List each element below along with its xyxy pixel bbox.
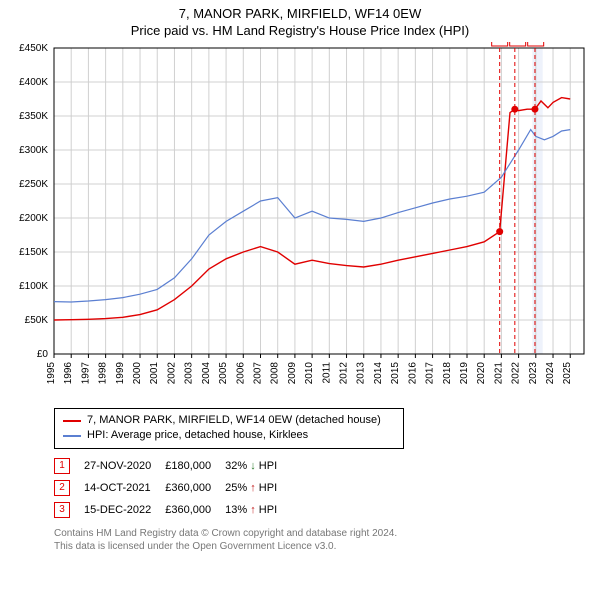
svg-text:2000: 2000: [132, 362, 143, 385]
svg-text:2008: 2008: [270, 362, 281, 385]
arrow-icon: ↑: [250, 482, 256, 494]
svg-text:2017: 2017: [425, 362, 436, 385]
svg-text:2023: 2023: [528, 362, 539, 385]
svg-text:2011: 2011: [321, 362, 332, 384]
svg-text:2006: 2006: [235, 362, 246, 385]
event-row: 3 15-DEC-2022£360,00013% ↑ HPI: [54, 499, 291, 521]
svg-text:£200K: £200K: [19, 213, 48, 224]
svg-text:2003: 2003: [184, 362, 195, 385]
arrow-icon: ↓: [250, 460, 256, 472]
event-price: £360,000: [165, 499, 225, 521]
svg-text:£0: £0: [37, 349, 49, 360]
event-pct: 25% ↑ HPI: [225, 477, 291, 499]
svg-text:1996: 1996: [63, 362, 74, 385]
legend-swatch: [63, 420, 81, 422]
legend-row: 7, MANOR PARK, MIRFIELD, WF14 0EW (detac…: [63, 413, 395, 428]
legend: 7, MANOR PARK, MIRFIELD, WF14 0EW (detac…: [54, 408, 404, 449]
svg-text:£100K: £100K: [19, 281, 48, 292]
svg-text:2012: 2012: [339, 362, 350, 385]
svg-text:2022: 2022: [511, 362, 522, 385]
svg-text:2010: 2010: [304, 362, 315, 385]
title-block: 7, MANOR PARK, MIRFIELD, WF14 0EW Price …: [8, 6, 592, 38]
legend-label: 7, MANOR PARK, MIRFIELD, WF14 0EW (detac…: [87, 413, 381, 428]
event-row: 2 14-OCT-2021£360,00025% ↑ HPI: [54, 477, 291, 499]
svg-text:£300K: £300K: [19, 145, 48, 156]
title-address: 7, MANOR PARK, MIRFIELD, WF14 0EW: [8, 6, 592, 21]
event-pct: 32% ↓ HPI: [225, 455, 291, 477]
svg-text:1997: 1997: [80, 362, 91, 385]
event-marker-box: 2: [54, 480, 70, 496]
svg-text:1995: 1995: [46, 362, 57, 385]
event-date: 14-OCT-2021: [84, 477, 165, 499]
svg-text:£150K: £150K: [19, 247, 48, 258]
svg-text:£350K: £350K: [19, 111, 48, 122]
event-row: 1 27-NOV-2020£180,00032% ↓ HPI: [54, 455, 291, 477]
svg-text:£450K: £450K: [19, 43, 48, 54]
svg-text:2020: 2020: [476, 362, 487, 385]
svg-text:2007: 2007: [252, 362, 263, 385]
event-marker-box: 1: [54, 458, 70, 474]
svg-text:2: 2: [515, 42, 521, 45]
events-table: 1 27-NOV-2020£180,00032% ↓ HPI 2 14-OCT-202…: [54, 455, 291, 521]
svg-text:2002: 2002: [166, 362, 177, 385]
event-marker-box: 3: [54, 502, 70, 518]
svg-text:1999: 1999: [115, 362, 126, 385]
svg-text:2005: 2005: [218, 362, 229, 385]
svg-text:1998: 1998: [98, 362, 109, 385]
svg-text:2013: 2013: [356, 362, 367, 385]
footer: Contains HM Land Registry data © Crown c…: [54, 527, 592, 553]
event-price: £360,000: [165, 477, 225, 499]
svg-text:2024: 2024: [545, 362, 556, 385]
title-subtitle: Price paid vs. HM Land Registry's House …: [8, 23, 592, 38]
chart-container: 7, MANOR PARK, MIRFIELD, WF14 0EW Price …: [0, 0, 600, 561]
svg-text:2019: 2019: [459, 362, 470, 385]
event-date: 27-NOV-2020: [84, 455, 165, 477]
footer-line1: Contains HM Land Registry data © Crown c…: [54, 527, 592, 540]
svg-text:£250K: £250K: [19, 179, 48, 190]
svg-text:£50K: £50K: [25, 315, 49, 326]
svg-text:2016: 2016: [407, 362, 418, 385]
svg-text:2018: 2018: [442, 362, 453, 385]
chart: £0 £50K £100K £150K £200K £250K £300K £350K £400…: [8, 42, 592, 402]
legend-row: HPI: Average price, detached house, Kirk…: [63, 428, 395, 443]
svg-text:2015: 2015: [390, 362, 401, 385]
event-pct: 13% ↑ HPI: [225, 499, 291, 521]
event-date: 15-DEC-2022: [84, 499, 165, 521]
svg-text:2025: 2025: [562, 362, 573, 385]
footer-line2: This data is licensed under the Open Gov…: [54, 540, 592, 553]
svg-text:2001: 2001: [149, 362, 160, 385]
svg-text:2021: 2021: [493, 362, 504, 385]
svg-text:£400K: £400K: [19, 77, 48, 88]
event-price: £180,000: [165, 455, 225, 477]
legend-swatch: [63, 435, 81, 437]
svg-text:2009: 2009: [287, 362, 298, 385]
svg-text:3: 3: [533, 42, 539, 45]
svg-text:2004: 2004: [201, 362, 212, 385]
svg-text:1: 1: [497, 42, 503, 45]
arrow-icon: ↑: [250, 504, 256, 516]
chart-svg: £0 £50K £100K £150K £200K £250K £300K £350K £400…: [8, 42, 592, 402]
legend-label: HPI: Average price, detached house, Kirk…: [87, 428, 308, 443]
svg-text:2014: 2014: [373, 362, 384, 385]
